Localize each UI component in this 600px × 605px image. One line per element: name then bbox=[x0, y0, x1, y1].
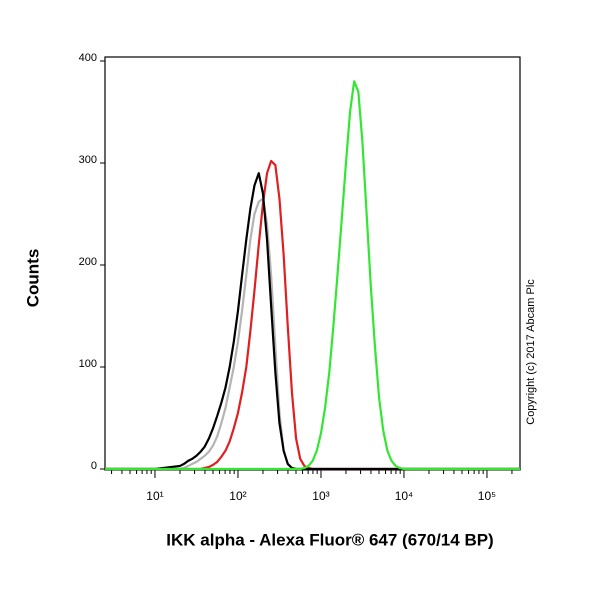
histogram-curve bbox=[105, 197, 520, 471]
y-tick-label: 100 bbox=[79, 358, 97, 370]
y-axis-title: Counts bbox=[23, 249, 42, 308]
y-tick-label: 400 bbox=[79, 52, 97, 64]
x-tick-label: 10³ bbox=[312, 489, 329, 503]
plot-frame bbox=[104, 56, 521, 471]
x-tick-label: 10⁴ bbox=[395, 489, 414, 503]
x-axis-title: IKK alpha - Alexa Fluor® 647 (670/14 BP) bbox=[166, 530, 493, 549]
x-tick-label: 10¹ bbox=[146, 489, 163, 503]
x-tick-label: 10⁵ bbox=[478, 489, 496, 503]
histogram-curve bbox=[105, 80, 520, 471]
y-tick-label: 300 bbox=[79, 154, 97, 166]
histogram-curve bbox=[105, 172, 520, 471]
y-tick-label: 0 bbox=[91, 460, 97, 472]
x-tick-label: 10² bbox=[229, 489, 246, 503]
y-tick-label: 200 bbox=[79, 256, 97, 268]
histogram-curve bbox=[105, 159, 520, 471]
copyright: Copyright (c) 2017 Abcam Plc bbox=[525, 279, 537, 425]
